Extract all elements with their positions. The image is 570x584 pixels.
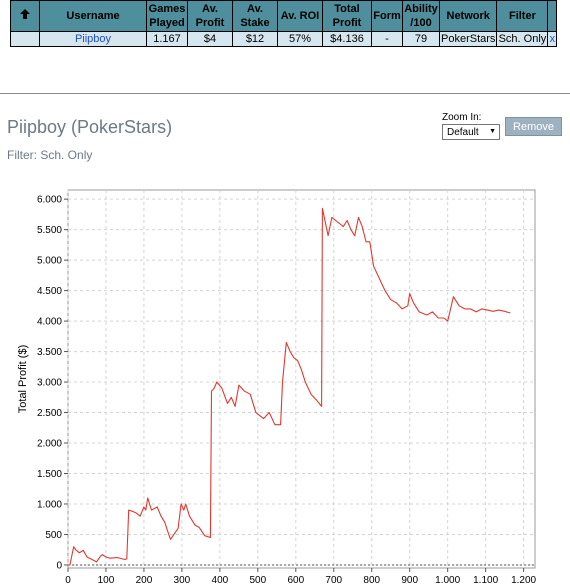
y-tick-label: 3.500 [37, 347, 62, 358]
x-tick-label: 200 [136, 575, 153, 584]
x-tick-label: 1.000 [435, 575, 460, 584]
zoom-select[interactable]: Default ▼ [442, 124, 500, 140]
x-tick-label: 300 [174, 575, 191, 584]
x-tick-label: 500 [249, 575, 266, 584]
form-cell: - [371, 31, 403, 47]
x-tick-label: 0 [65, 575, 71, 584]
zoom-select-value: Default [447, 127, 479, 138]
username-cell: Piipboy [39, 31, 147, 47]
y-tick-label: 2.500 [37, 408, 62, 419]
profit-series-line [68, 207, 511, 566]
profit-chart: 0 100 200 300 400 500 600 700 800 900 1.000 1.100 1.… [17, 189, 537, 584]
header-av-profit[interactable]: Av. Profit [187, 0, 233, 32]
chevron-down-icon: ▼ [489, 128, 496, 135]
sort-column-header[interactable] [10, 0, 40, 32]
remove-row-link[interactable]: x [549, 33, 556, 45]
username-link[interactable]: Piipboy [74, 33, 112, 45]
header-remove-column [547, 0, 558, 32]
y-tick-label: 5.000 [37, 256, 62, 267]
x-tick-label: 700 [325, 575, 342, 584]
stats-table: Username Games Played Av. Profit Av. Stake … [10, 0, 558, 47]
y-tick-label: 0 [56, 560, 62, 571]
header-av-roi[interactable]: Av. ROI [277, 0, 323, 32]
y-tick-label: 2.000 [37, 439, 62, 450]
table-row: Piipboy 1.167 $4 $12 57% $4.136 - 79 Pok… [10, 31, 558, 47]
sort-up-arrow-icon[interactable] [19, 8, 31, 20]
stats-header-row: Username Games Played Av. Profit Av. Stake … [10, 0, 558, 32]
remove-row-cell: x [547, 31, 558, 47]
x-tick-label: 100 [98, 575, 115, 584]
y-tick-label: 4.500 [37, 286, 62, 297]
x-tick-label: 1.200 [511, 575, 536, 584]
y-tick-label: 3.000 [37, 378, 62, 389]
network-cell: PokerStars [438, 31, 498, 47]
x-tick-label: 1.100 [473, 575, 498, 584]
y-tick-label: 1.500 [37, 469, 62, 480]
page-title: Piipboy (PokerStars) [7, 117, 173, 137]
av-stake-cell: $12 [232, 31, 278, 47]
y-tick-label: 500 [45, 530, 62, 541]
section-divider [0, 93, 570, 94]
row-empty-cell [10, 31, 40, 47]
y-tick-label: 1.000 [37, 499, 62, 510]
y-tick-label: 4.000 [37, 317, 62, 328]
x-tick-label: 800 [363, 575, 380, 584]
header-total-profit[interactable]: Total Profit [322, 0, 372, 32]
x-tick-label: 400 [212, 575, 229, 584]
header-form[interactable]: Form [371, 0, 403, 32]
av-profit-cell: $4 [187, 31, 233, 47]
header-username[interactable]: Username [39, 0, 147, 32]
filter-subtitle: Filter: Sch. Only [7, 148, 93, 162]
ability-cell: 79 [402, 31, 440, 47]
header-filter[interactable]: Filter [496, 0, 549, 32]
plot-area [67, 189, 536, 569]
total-profit-cell: $4.136 [322, 31, 372, 47]
header-ability[interactable]: Ability/100 [402, 0, 440, 32]
games-played-cell: 1.167 [146, 31, 188, 47]
x-tick-label: 900 [401, 575, 418, 584]
header-games-played[interactable]: Games Played [146, 0, 188, 32]
y-tick-label: 5.500 [37, 225, 62, 236]
y-tick-label: 6.000 [37, 195, 62, 206]
header-av-stake[interactable]: Av. Stake [232, 0, 278, 32]
zoom-label: Zoom In: [442, 112, 482, 123]
av-roi-cell: 57% [277, 31, 323, 47]
filter-cell: Sch. Only [496, 31, 549, 47]
y-axis-title: Total Profit ($) [17, 345, 29, 413]
header-network[interactable]: Network [438, 0, 498, 32]
x-tick-label: 600 [287, 575, 304, 584]
remove-button[interactable]: Remove [505, 117, 562, 136]
